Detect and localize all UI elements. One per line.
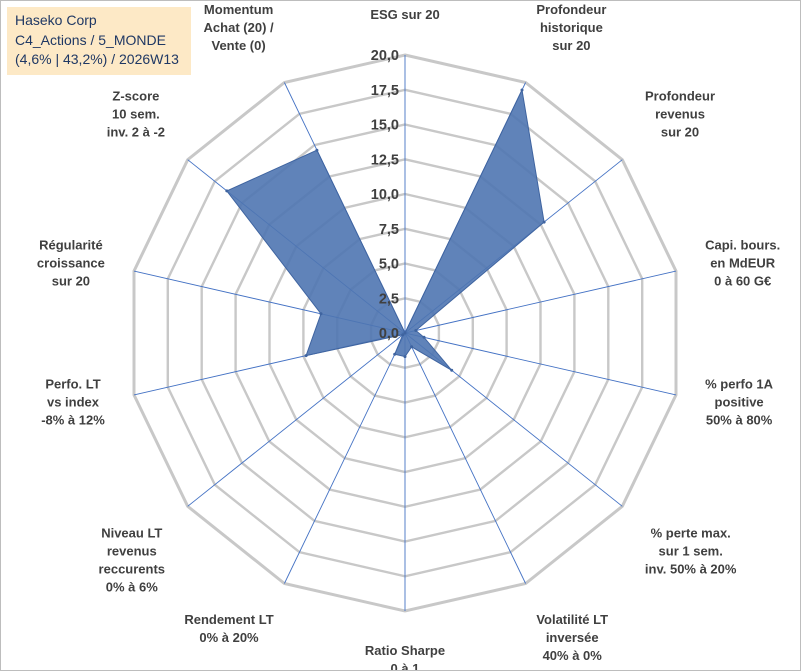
data-point (225, 189, 229, 193)
axis-label: reccurents (99, 562, 165, 577)
axis-label: 0% à 6% (106, 580, 158, 595)
data-point (403, 355, 407, 359)
axis-label: -8% à 12% (41, 412, 105, 427)
category-label: C4_Actions / 5_MONDE (15, 31, 166, 48)
axis-label: Momentum (204, 2, 273, 17)
tick-label: 2,5 (379, 291, 399, 307)
data-point (422, 335, 426, 339)
axis-label: Vente (0) (212, 38, 266, 53)
tick-label: 15,0 (371, 118, 399, 134)
axis-label: en MdEUR (710, 256, 776, 271)
axis-label: Régularité (39, 238, 103, 253)
axis-spoke (404, 332, 677, 396)
axis-label: Profondeur (536, 2, 606, 17)
axis-label: Note (391, 1, 420, 4)
data-point (520, 88, 524, 92)
axis-label: Capi. bours. (705, 238, 780, 253)
data-point (319, 312, 323, 316)
axis-spoke (187, 332, 406, 507)
axis-label: revenus (107, 544, 157, 559)
axis-label: Z-score (112, 89, 159, 104)
axis-label: 10 sem. (112, 107, 160, 122)
tick-label: 10,0 (371, 187, 399, 203)
axis-label: % perte max. (651, 526, 731, 541)
tick-label: 7,5 (379, 222, 399, 238)
axis-label: inversée (546, 630, 599, 645)
axis-label: Rendement LT (184, 612, 273, 627)
axis-label: sur 1 sem. (659, 544, 723, 559)
tick-label: 0,0 (379, 326, 399, 342)
axis-label: sur 20 (52, 274, 90, 289)
data-point (403, 331, 407, 335)
axis-label: Profondeur (645, 89, 715, 104)
data-point (401, 333, 405, 337)
data-point (410, 345, 414, 349)
data-point (393, 352, 397, 356)
chart-title-box: Haseko Corp C4_Actions / 5_MONDE (4,6% |… (7, 7, 191, 75)
data-point (304, 354, 308, 358)
axis-label: positive (715, 394, 764, 409)
radar-series (225, 88, 546, 372)
axis-spoke (404, 332, 527, 584)
axis-label: Perfo. LT (45, 376, 100, 391)
tick-label: 5,0 (379, 257, 399, 273)
axis-label: Ratio Sharpe (365, 643, 445, 658)
axis-label: inv. 50% à 20% (645, 562, 737, 577)
company-name: Haseko Corp (15, 12, 97, 28)
axis-label: 0 à 60 G€ (714, 274, 771, 289)
axis-label: % perfo 1A (705, 376, 774, 391)
axis-label: Volatilité LT (536, 612, 608, 627)
radar-axis-labels: Note ESG sur 20 Profondeur historique sur 20… (37, 1, 780, 671)
axis-label: 0% à 20% (199, 630, 259, 645)
data-point (450, 368, 454, 372)
axis-label: revenus (655, 107, 705, 122)
axis-spoke (283, 332, 406, 584)
axis-label: inv. 2 à -2 (107, 125, 165, 140)
data-point (542, 220, 546, 224)
tick-label: 20,0 (371, 48, 399, 64)
data-point (414, 329, 418, 332)
tick-label: 17,5 (371, 83, 399, 99)
axis-label: ESG sur 20 (370, 7, 439, 22)
stats-week-label: (4,6% | 43,2%) / 2026W13 (15, 51, 179, 67)
axis-label: vs index (47, 394, 100, 409)
tick-label: 12,5 (371, 152, 399, 168)
axis-label: Achat (20) / (204, 20, 274, 35)
axis-label: 50% à 80% (706, 412, 773, 427)
axis-label: sur 20 (661, 125, 699, 140)
axis-label: Niveau LT (101, 526, 162, 541)
axis-label: 0 à 1 (391, 661, 420, 671)
radar-tick-labels: 0,0 2,5 5,0 7,5 10,0 12,5 15,0 17,5 20,0 (371, 48, 399, 342)
axis-label: 40% à 0% (543, 648, 603, 663)
axis-label: sur 20 (552, 38, 590, 53)
axis-label: croissance (37, 256, 105, 271)
axis-spoke (404, 270, 677, 334)
data-point (315, 148, 319, 152)
axis-label: historique (540, 20, 603, 35)
